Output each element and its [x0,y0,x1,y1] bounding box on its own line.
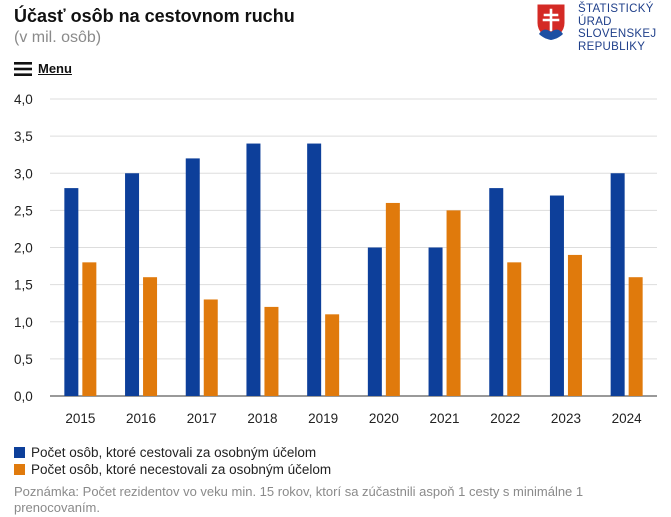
legend-item[interactable]: Počet osôb, ktoré necestovali za osobným… [14,461,331,478]
bar-not-traveled [507,262,522,396]
grid-lines [50,98,657,397]
bar-not-traveled [628,277,643,396]
y-tick-label: 2,5 [14,203,33,218]
bar-traveled [610,173,625,396]
logo-line: SLOVENSKEJ [578,28,657,40]
y-tick-label: 3,0 [14,166,33,181]
bar-not-traveled [567,254,582,396]
logo-text: ŠTATISTICKÝ ÚRAD SLOVENSKEJ REPUBLIKY [578,3,656,53]
x-tick-label: 2021 [430,411,460,426]
slovak-coat-of-arms-icon [536,3,566,41]
bars [64,143,643,396]
bar-not-traveled [446,210,461,396]
legend-swatch [14,464,25,475]
y-axis-ticks: 0,0 0,5 1,0 1,5 2,0 2,5 3,0 3,5 4,0 [14,92,33,404]
bar-traveled [428,247,443,396]
bar-not-traveled [143,277,158,396]
logo-line: ÚRAD [578,15,612,28]
x-tick-label: 2022 [490,411,520,426]
menu-button[interactable]: Menu [14,61,72,76]
x-tick-label: 2016 [126,411,156,426]
chart-subtitle: (v mil. osôb) [14,29,102,46]
y-tick-label: 1,5 [14,278,33,293]
bar-not-traveled [82,262,97,396]
x-tick-label: 2017 [187,411,217,426]
bar-traveled [64,188,79,396]
bar-not-traveled [385,202,400,396]
y-tick-label: 2,0 [14,241,33,256]
bar-not-traveled [264,306,279,396]
legend: Počet osôb, ktoré cestovali za osobným ú… [14,444,331,478]
chart-note: Poznámka: Počet rezidentov vo veku min. … [14,484,584,515]
bar-traveled [125,173,140,396]
legend-swatch [14,447,25,458]
bar-not-traveled [203,299,218,396]
logo-line: REPUBLIKY [578,40,646,53]
chart-title: Účasť osôb na cestovnom ruchu [14,6,295,26]
logo-line: ŠTATISTICKÝ [578,3,654,15]
hamburger-icon [14,61,32,76]
legend-label: Počet osôb, ktoré necestovali za osobným… [31,462,332,477]
x-tick-label: 2020 [369,411,399,426]
bar-traveled [246,143,261,396]
y-tick-label: 1,0 [14,315,33,330]
bar-traveled [307,143,322,396]
bar-traveled [489,188,504,396]
menu-label: Menu [38,61,72,76]
legend-item[interactable]: Počet osôb, ktoré cestovali za osobným ú… [14,444,331,461]
bar-traveled [367,247,382,396]
legend-label: Počet osôb, ktoré cestovali za osobným ú… [31,445,317,460]
x-axis-ticks: 2015 2016 2017 2018 2019 2020 2021 2022 2023 2024 [65,411,642,426]
x-tick-label: 2018 [247,411,277,426]
bar-not-traveled [325,314,340,396]
y-tick-label: 0,0 [14,389,33,404]
y-tick-label: 4,0 [14,92,33,107]
x-tick-label: 2019 [308,411,338,426]
y-tick-label: 0,5 [14,352,33,367]
x-tick-label: 2024 [612,411,643,426]
bar-chart: 0,0 0,5 1,0 1,5 2,0 2,5 3,0 3,5 4,0 2015 2016 2017… [14,92,657,426]
x-tick-label: 2023 [551,411,581,426]
x-tick-label: 2015 [65,411,95,426]
logo[interactable]: ŠTATISTICKÝ ÚRAD SLOVENSKEJ REPUBLIKY [536,3,666,57]
bar-traveled [549,195,564,396]
bar-traveled [185,158,200,396]
y-tick-label: 3,5 [14,129,33,144]
